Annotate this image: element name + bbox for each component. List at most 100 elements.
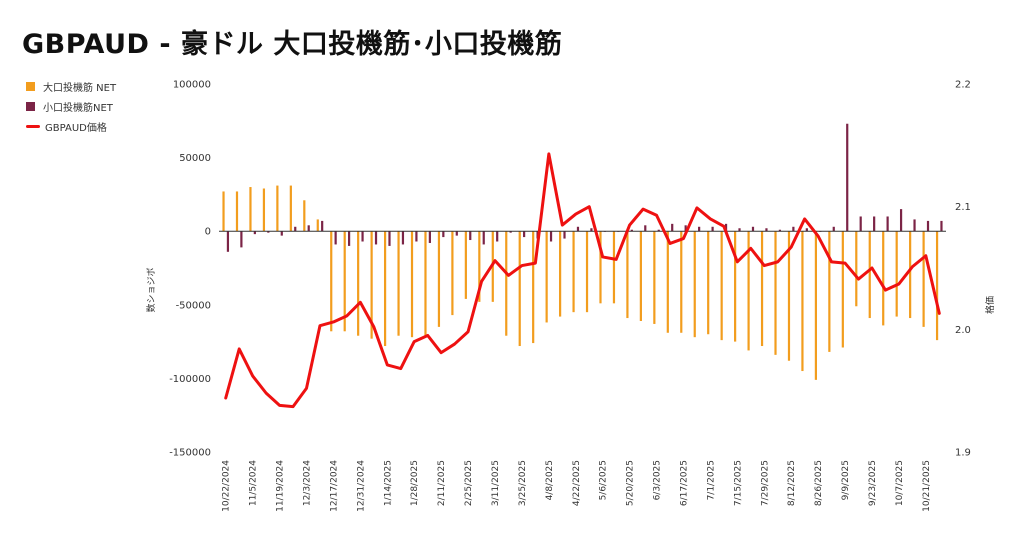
bar-small-net (805, 228, 808, 232)
bar-small-net (859, 216, 862, 232)
y-tick-label: 0 (205, 227, 211, 238)
bar-small-net (523, 231, 526, 238)
bar-large-net (424, 231, 427, 338)
price-line-group (224, 152, 941, 409)
bar-small-net (226, 231, 230, 252)
page-title: GBPAUD - 豪ドル 大口投機筋･小口投機筋 (22, 29, 563, 60)
x-tick-label: 8/26/2025 (814, 460, 824, 506)
bar-small-net (873, 216, 876, 232)
bar-small-net (388, 231, 391, 246)
y2-tick-label: 1.9 (955, 448, 971, 459)
x-tick-label: 3/11/2025 (491, 460, 501, 506)
bar-large-net (720, 231, 723, 341)
bar-large-net (801, 231, 804, 372)
bar-small-net (374, 231, 378, 245)
bar-large-net (693, 231, 696, 338)
bar-small-net (428, 231, 431, 243)
bar-small-net (549, 231, 553, 242)
x-tick-label: 9/23/2025 (868, 460, 878, 506)
y-tick-label: 50000 (179, 153, 211, 164)
x-tick-label: 5/20/2025 (626, 460, 636, 506)
y2-tick-label: 2.0 (955, 325, 971, 336)
bar-large-net (451, 231, 454, 316)
x-tick-label: 12/3/2024 (303, 460, 313, 506)
bar-small-net (307, 225, 310, 232)
bar-large-net (572, 231, 575, 313)
bar-small-net (644, 225, 647, 232)
x-tick-label: 12/17/2024 (329, 460, 339, 512)
x-tick-label: 6/17/2025 (680, 460, 690, 506)
x-tick-label: 5/6/2025 (599, 460, 609, 500)
legend-label: 大口投機筋 NET (43, 82, 117, 94)
x-tick-label: 6/3/2025 (653, 460, 663, 500)
bar-large-net (437, 231, 441, 327)
bar-small-net (913, 219, 916, 232)
bar-small-net (455, 231, 458, 236)
legend-swatch (26, 81, 35, 91)
bar-large-net (532, 231, 535, 344)
bar-large-net (518, 231, 521, 347)
x-tick-label: 10/7/2025 (895, 460, 905, 506)
legend-item-price: GBPAUD価格 (26, 116, 116, 136)
x-tick-label: 3/25/2025 (518, 460, 528, 506)
price-line (224, 152, 941, 409)
bar-small-net (240, 231, 243, 248)
bar-small-net (899, 209, 903, 232)
bar-large-net (559, 231, 562, 317)
bar-large-net (828, 231, 831, 352)
bar-small-net (294, 226, 297, 232)
bar-small-net (846, 123, 849, 232)
x-tick-label: 10/22/2024 (222, 460, 232, 512)
x-tick-label: 4/22/2025 (572, 460, 582, 506)
bar-large-net (316, 219, 319, 232)
bar-small-net (348, 231, 351, 246)
bar-small-net (361, 231, 364, 242)
bar-small-net (509, 231, 512, 233)
bar-large-net (747, 231, 750, 351)
bar-small-net (576, 226, 580, 232)
bar-large-net (343, 231, 346, 332)
bar-large-net (249, 187, 252, 232)
x-tick-label: 9/9/2025 (841, 460, 851, 500)
bar-small-net (792, 226, 795, 232)
x-tick-label: 7/29/2025 (760, 460, 770, 506)
bar-small-net (280, 231, 283, 236)
x-tick-label: 1/14/2025 (383, 460, 393, 506)
bar-small-net (469, 231, 472, 241)
bar-small-net (886, 216, 889, 232)
x-tick-label: 7/15/2025 (733, 460, 743, 506)
bar-small-net (496, 231, 499, 242)
bar-large-net (666, 231, 669, 333)
bar-large-net (922, 231, 925, 327)
bar-large-net (868, 231, 871, 319)
bar-large-net (585, 231, 589, 313)
y2-tick-label: 2.1 (955, 202, 971, 213)
bar-large-net (909, 231, 912, 319)
x-tick-label: 10/21/2025 (922, 460, 932, 512)
y-axis-label: 数ショジボ (145, 267, 157, 312)
legend-label: 小口投機筋NET (43, 102, 113, 114)
bar-large-net (774, 231, 777, 355)
y2-axis-label: 格価 (984, 296, 996, 314)
x-tick-label: 4/8/2025 (545, 460, 555, 500)
bar-small-net (253, 231, 256, 235)
x-tick-label: 2/25/2025 (464, 460, 474, 506)
bar-small-net (738, 228, 741, 232)
x-tick-label: 8/12/2025 (787, 460, 797, 506)
bar-large-net (289, 185, 292, 232)
bar-small-net (832, 226, 835, 232)
bar-large-net (464, 231, 467, 299)
bar-small-net (482, 231, 485, 245)
bar-large-net (639, 231, 642, 321)
x-axis: 10/22/2024 11/5/2024 11/19/2024 12/3/2024 12… (222, 460, 932, 512)
bar-large-net (599, 231, 602, 304)
legend-label: GBPAUD価格 (45, 122, 107, 134)
bar-small-net (321, 220, 324, 232)
legend-swatch (26, 101, 35, 111)
y2-tick-label: 2.2 (955, 80, 971, 91)
bar-large-net (626, 231, 629, 319)
bar-large-net (370, 231, 373, 339)
bar-large-net (330, 231, 333, 332)
bar-large-net (895, 231, 898, 317)
x-tick-label: 12/31/2024 (356, 460, 366, 512)
